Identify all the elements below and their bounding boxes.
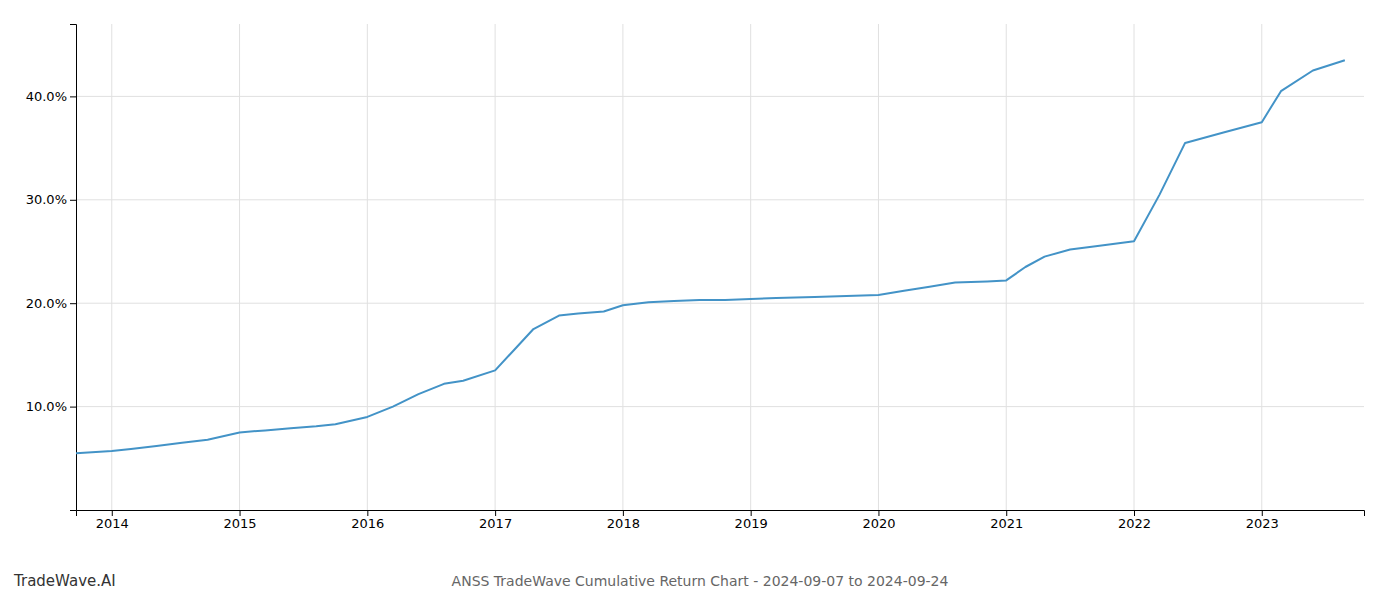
tick: 2021	[990, 510, 1023, 531]
plot-area: 2014 2015 2016 2017 2018 2019 2020 2021 2022 2023…	[26, 24, 1365, 531]
title: ANSS TradeWave Cumulative Return Chart -…	[452, 573, 949, 589]
tick-label: 30.0%	[26, 192, 67, 207]
grid-line-y	[76, 199, 1364, 200]
grid-line-x	[1261, 24, 1262, 510]
tick: 2023	[1246, 510, 1279, 531]
marks	[76, 60, 1345, 453]
tick-label: 10.0%	[26, 399, 67, 414]
tick-mark	[240, 510, 241, 516]
y-axis: 10.0% 20.0% 30.0% 40.0%	[26, 25, 77, 511]
grid-line-x	[111, 24, 112, 510]
tick-mark	[1134, 510, 1135, 516]
tick-label: 2015	[224, 516, 257, 531]
tick: 2018	[607, 510, 640, 531]
tick: 10.0%	[26, 399, 76, 414]
tick-mark	[112, 510, 113, 516]
chart-svg: 2014 2015 2016 2017 2018 2019 2020 2021 2022 2023…	[0, 0, 1400, 600]
tick: 2015	[224, 510, 257, 531]
grid-line-x	[239, 24, 240, 510]
tick-label: 2016	[351, 516, 384, 531]
tick-mark	[367, 510, 368, 516]
grid-line-x	[1134, 24, 1135, 510]
tick-label: 40.0%	[26, 89, 67, 104]
grid-line-x	[622, 24, 623, 510]
grid	[76, 24, 1364, 510]
tick: 20.0%	[26, 296, 76, 311]
tick-mark	[70, 96, 76, 97]
tick-label: 2021	[990, 516, 1023, 531]
tick-mark	[1006, 510, 1007, 516]
grid-line-x	[750, 24, 751, 510]
tick-label: 2020	[862, 516, 895, 531]
tick: 2016	[351, 510, 384, 531]
tick-label: 2019	[735, 516, 768, 531]
tick: 2017	[479, 510, 512, 531]
tick-mark	[70, 407, 76, 408]
tick: 2019	[735, 510, 768, 531]
tick-label: 2022	[1118, 516, 1151, 531]
tick: 40.0%	[26, 89, 76, 104]
grid-line-y	[76, 96, 1364, 97]
tick-label: 2018	[607, 516, 640, 531]
tick: 2020	[862, 510, 895, 531]
tick-mark	[70, 303, 76, 304]
grid-line-x	[878, 24, 879, 510]
grid-line-x	[367, 24, 368, 510]
tick-mark	[1262, 510, 1263, 516]
grid-line-y	[76, 406, 1364, 407]
tick-label: 2017	[479, 516, 512, 531]
tick: 30.0%	[26, 192, 76, 207]
axis-line	[70, 25, 77, 511]
watermark: TradeWave.AI	[13, 572, 116, 590]
line	[76, 60, 1345, 453]
tick-mark	[495, 510, 496, 516]
grid-line-y	[76, 303, 1364, 304]
tick-label: 2014	[96, 516, 129, 531]
tick-mark	[70, 200, 76, 201]
tick: 2022	[1118, 510, 1151, 531]
tick-mark	[751, 510, 752, 516]
tick-mark	[878, 510, 879, 516]
tick-label: 20.0%	[26, 296, 67, 311]
tick-label: 2023	[1246, 516, 1279, 531]
x-axis: 2014 2015 2016 2017 2018 2019 2020 2021 2022 2023	[77, 510, 1365, 531]
grid-line-x	[495, 24, 496, 510]
axis-line	[77, 511, 1365, 517]
tick: 2014	[96, 510, 129, 531]
grid-line-x	[1006, 24, 1007, 510]
tick-mark	[623, 510, 624, 516]
